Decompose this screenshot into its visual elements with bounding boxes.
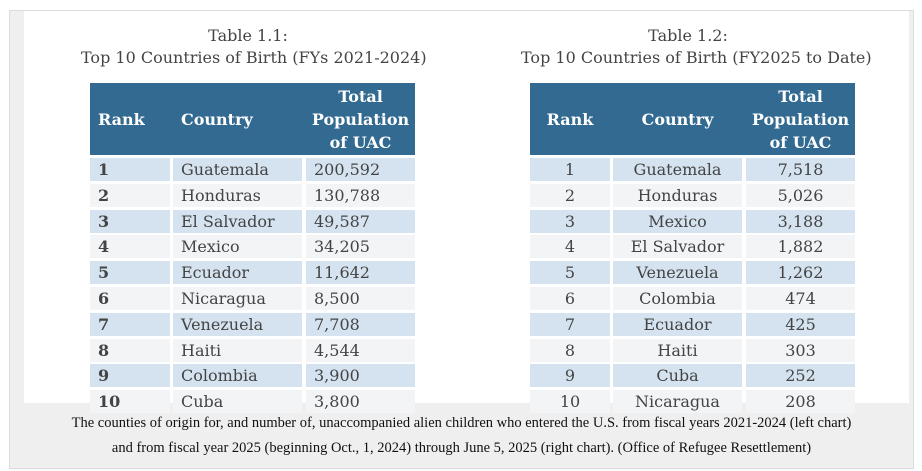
- figure-caption: The counties of origin for, and number o…: [10, 411, 913, 461]
- table-header: [530, 83, 855, 155]
- table-header: [90, 83, 415, 155]
- table-title: Table 1.1:: [208, 26, 288, 45]
- cell-rank: 6: [90, 287, 170, 310]
- cell-rank: 7: [90, 312, 170, 336]
- cell-rank: 10: [90, 390, 170, 414]
- cell-rank: 4: [530, 235, 610, 259]
- cell-rank: 6: [530, 287, 610, 310]
- cell-rank: 2: [90, 183, 170, 207]
- cell-population: 3,900: [306, 364, 415, 388]
- cell-rank: 8: [530, 338, 610, 362]
- cell-rank: 3: [90, 209, 170, 233]
- cell-country: Cuba: [613, 364, 742, 388]
- cell-population: 11,642: [306, 261, 415, 285]
- cell-population: 8,500: [306, 287, 415, 310]
- cell-rank: 10: [530, 390, 610, 414]
- cell-country: Mexico: [173, 235, 302, 259]
- caption-line-2: and from fiscal year 2025 (beginning Oct…: [111, 440, 812, 456]
- cell-country: El Salvador: [173, 209, 302, 233]
- cell-rank: 4: [90, 235, 170, 259]
- table-subtitle: Top 10 Countries of Birth (FY2025 to Dat…: [521, 48, 872, 67]
- cell-country: Guatemala: [613, 158, 742, 181]
- cell-rank: 1: [530, 158, 610, 181]
- cell-population: 252: [746, 364, 855, 388]
- cell-country: Ecuador: [613, 312, 742, 336]
- cell-country: Venezuela: [173, 312, 302, 336]
- cell-rank: 5: [530, 261, 610, 285]
- cell-rank: 3: [530, 209, 610, 233]
- cell-rank: 2: [530, 183, 610, 207]
- cell-population: 4,544: [306, 338, 415, 362]
- cell-population: 200,592: [306, 158, 415, 181]
- cell-population: 474: [746, 287, 855, 310]
- cell-country: El Salvador: [613, 235, 742, 259]
- cell-population: 130,788: [306, 183, 415, 207]
- header-rank: Rank: [546, 109, 594, 129]
- cell-rank: 9: [530, 364, 610, 388]
- cell-country: Cuba: [173, 390, 302, 414]
- figure-body: Table 1.1: Top 10 Countries of Birth (FY…: [24, 11, 909, 414]
- cell-population: 303: [746, 338, 855, 362]
- cell-country: Haiti: [613, 338, 742, 362]
- cell-population: 5,026: [746, 183, 855, 207]
- cell-rank: 1: [90, 158, 170, 181]
- cell-country: Honduras: [613, 183, 742, 207]
- cell-country: Venezuela: [613, 261, 742, 285]
- cell-country: Haiti: [173, 338, 302, 362]
- cell-country: Honduras: [173, 183, 302, 207]
- header-population: Total Population of UAC: [311, 86, 410, 152]
- cell-country: Ecuador: [173, 261, 302, 285]
- cell-population: 7,518: [746, 158, 855, 181]
- cell-population: 208: [746, 390, 855, 414]
- cell-country: Colombia: [173, 364, 302, 388]
- cell-rank: 5: [90, 261, 170, 285]
- header-country: Country: [181, 109, 253, 129]
- cell-population: 49,587: [306, 209, 415, 233]
- cell-population: 3,188: [746, 209, 855, 233]
- cell-population: 34,205: [306, 235, 415, 259]
- cell-population: 1,882: [746, 235, 855, 259]
- cell-country: Colombia: [613, 287, 742, 310]
- cell-rank: 9: [90, 364, 170, 388]
- table-subtitle: Top 10 Countries of Birth (FYs 2021-2024…: [81, 48, 427, 67]
- cell-rank: 7: [530, 312, 610, 336]
- caption-line-1: The counties of origin for, and number o…: [71, 415, 852, 431]
- cell-population: 7,708: [306, 312, 415, 336]
- cell-population: 425: [746, 312, 855, 336]
- cell-country: Mexico: [613, 209, 742, 233]
- header-country: Country: [641, 109, 714, 129]
- header-population: Total Population of UAC: [751, 86, 850, 152]
- figure-frame: Table 1.1: Top 10 Countries of Birth (FY…: [9, 10, 914, 469]
- cell-rank: 8: [90, 338, 170, 362]
- table-title: Table 1.2:: [648, 26, 728, 45]
- cell-country: Nicaragua: [613, 390, 742, 414]
- header-rank: Rank: [98, 109, 145, 129]
- cell-population: 1,262: [746, 261, 855, 285]
- cell-country: Guatemala: [173, 158, 302, 181]
- cell-country: Nicaragua: [173, 287, 302, 310]
- cell-population: 3,800: [306, 390, 415, 414]
